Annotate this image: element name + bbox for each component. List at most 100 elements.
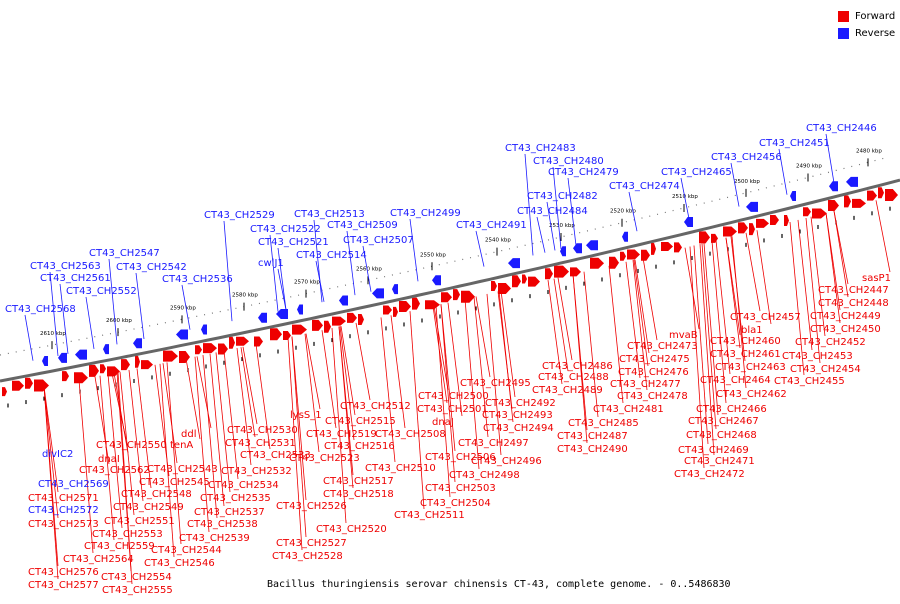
forward-gene-label[interactable]: CT43_CH2497 <box>458 438 529 449</box>
forward-gene-label[interactable]: CT43_CH2530 <box>227 425 298 436</box>
reverse-gene-label[interactable]: CT43_CH2572 <box>28 505 99 516</box>
forward-gene[interactable] <box>163 350 178 362</box>
forward-gene-label[interactable]: CT43_CH2452 <box>795 337 866 348</box>
forward-gene[interactable] <box>674 242 682 253</box>
forward-gene[interactable] <box>179 350 190 363</box>
forward-gene[interactable] <box>135 355 140 368</box>
reverse-gene[interactable] <box>432 275 441 286</box>
forward-gene[interactable] <box>393 306 398 317</box>
forward-gene-label[interactable]: CT43_CH2503 <box>425 483 496 494</box>
forward-gene[interactable] <box>651 242 656 255</box>
forward-gene-label[interactable]: CT43_CH2508 <box>375 429 446 440</box>
forward-gene[interactable] <box>738 222 748 234</box>
reverse-gene-label[interactable]: CT43_CH2563 <box>30 261 101 272</box>
forward-gene[interactable] <box>512 275 521 288</box>
forward-gene[interactable] <box>711 233 718 243</box>
reverse-gene-label[interactable]: CT43_CH2456 <box>711 152 782 163</box>
forward-gene-label[interactable]: CT43_CH2493 <box>482 410 553 421</box>
forward-gene-label[interactable]: CT43_CH2550 <box>96 440 167 451</box>
forward-gene[interactable] <box>399 301 411 313</box>
reverse-gene[interactable] <box>829 181 838 192</box>
forward-gene-label[interactable]: CT43_CH2471 <box>684 456 755 467</box>
forward-gene-label[interactable]: CT43_CH2528 <box>272 551 343 562</box>
forward-gene[interactable] <box>852 198 866 208</box>
reverse-gene[interactable] <box>176 329 188 340</box>
forward-gene[interactable] <box>590 257 604 269</box>
forward-gene[interactable] <box>425 300 440 310</box>
forward-gene-label[interactable]: CT43_CH2454 <box>790 364 861 375</box>
forward-gene[interactable] <box>803 207 811 217</box>
forward-gene-label[interactable]: CT43_CH2546 <box>144 558 215 569</box>
forward-gene-label[interactable]: CT43_CH2564 <box>63 554 134 565</box>
reverse-gene-label[interactable]: CT43_CH2484 <box>517 206 588 217</box>
forward-gene[interactable] <box>12 380 24 391</box>
reverse-gene-label[interactable]: CT43_CH2552 <box>66 286 137 297</box>
reverse-gene-label[interactable]: CT43_CH2569 <box>38 479 109 490</box>
reverse-gene-label[interactable]: CT43_CH2491 <box>456 220 527 231</box>
reverse-gene-label[interactable]: CT43_CH2465 <box>661 167 732 178</box>
forward-gene[interactable] <box>609 256 619 269</box>
forward-gene[interactable] <box>324 320 331 333</box>
forward-gene-label[interactable]: CT43_CH2506 <box>425 452 496 463</box>
forward-gene-label[interactable]: bla1 <box>741 325 763 336</box>
forward-gene[interactable] <box>699 231 710 244</box>
forward-gene-label[interactable]: CT43_CH2517 <box>323 476 394 487</box>
forward-gene-label[interactable]: CT43_CH2448 <box>818 298 889 309</box>
reverse-gene[interactable] <box>846 176 858 187</box>
forward-gene-label[interactable]: CT43_CH2559 <box>84 541 155 552</box>
reverse-gene-label[interactable]: divIC2 <box>42 449 73 460</box>
forward-gene[interactable] <box>25 377 33 389</box>
forward-gene-label[interactable]: CT43_CH2501 <box>417 404 488 415</box>
forward-gene-label[interactable]: CT43_CH2548 <box>121 489 192 500</box>
reverse-gene-label[interactable]: CT43_CH2509 <box>327 220 398 231</box>
forward-gene[interactable] <box>218 343 228 355</box>
reverse-gene[interactable] <box>560 246 566 257</box>
forward-gene[interactable] <box>383 305 392 315</box>
forward-gene-label[interactable]: sasP1 <box>862 273 891 284</box>
forward-gene[interactable] <box>292 324 307 335</box>
forward-gene[interactable] <box>528 276 540 287</box>
forward-gene-label[interactable]: tenA <box>170 440 193 451</box>
forward-gene-label[interactable]: CT43_CH2468 <box>686 430 757 441</box>
forward-gene[interactable] <box>74 372 88 384</box>
forward-gene[interactable] <box>332 316 346 326</box>
legend-forward[interactable]: Forward <box>838 9 895 24</box>
reverse-gene[interactable] <box>746 201 758 212</box>
forward-gene[interactable] <box>627 249 640 260</box>
forward-gene[interactable] <box>867 190 877 201</box>
reverse-gene-label[interactable]: CT43_CH2514 <box>296 250 367 261</box>
forward-gene[interactable] <box>461 290 475 303</box>
forward-gene[interactable] <box>885 188 898 201</box>
forward-gene-label[interactable]: CT43_CH2462 <box>716 389 787 400</box>
forward-gene-label[interactable]: ddl <box>181 429 196 440</box>
reverse-gene-label[interactable]: CT43_CH2522 <box>250 224 321 235</box>
forward-gene[interactable] <box>236 336 249 346</box>
forward-gene-label[interactable]: CT43_CH2467 <box>688 416 759 427</box>
reverse-gene-label[interactable]: CT43_CH2513 <box>294 209 365 220</box>
forward-gene[interactable] <box>828 199 839 211</box>
forward-gene[interactable] <box>749 223 755 236</box>
reverse-gene-label[interactable]: CT43_CH2479 <box>548 167 619 178</box>
forward-gene-label[interactable]: CT43_CH2490 <box>557 444 628 455</box>
reverse-gene[interactable] <box>133 338 142 349</box>
forward-gene-label[interactable]: CT43_CH2512 <box>340 401 411 412</box>
forward-gene[interactable] <box>491 281 497 292</box>
forward-gene-label[interactable]: CT43_CH2489 <box>532 385 603 396</box>
forward-gene-label[interactable]: CT43_CH2504 <box>420 498 491 509</box>
forward-gene-label[interactable]: CT43_CH2532 <box>221 466 292 477</box>
forward-gene-label[interactable]: CT43_CH2461 <box>710 349 781 360</box>
forward-gene[interactable] <box>100 364 106 374</box>
forward-gene-label[interactable]: CT43_CH2487 <box>557 431 628 442</box>
reverse-gene[interactable] <box>58 352 67 363</box>
reverse-gene-label[interactable]: CT43_CH2474 <box>609 181 680 192</box>
forward-gene[interactable] <box>203 343 217 354</box>
forward-gene-label[interactable]: CT43_CH2494 <box>483 423 554 434</box>
forward-gene[interactable] <box>844 195 851 208</box>
forward-gene-label[interactable]: CT43_CH2519 <box>306 429 377 440</box>
forward-gene[interactable] <box>441 292 452 303</box>
forward-gene-label[interactable]: CT43_CH2495 <box>460 378 531 389</box>
forward-gene[interactable] <box>283 330 291 340</box>
reverse-gene[interactable] <box>42 355 48 366</box>
forward-gene[interactable] <box>121 359 130 371</box>
forward-gene[interactable] <box>498 282 511 294</box>
